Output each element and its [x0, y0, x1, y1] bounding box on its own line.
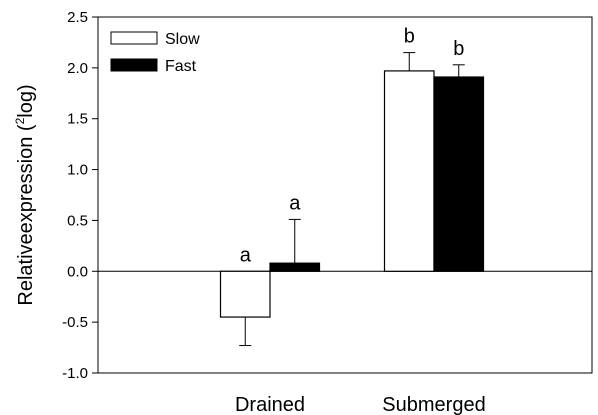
legend: Slow Fast	[110, 31, 200, 75]
x-category-label: Submerged	[382, 394, 485, 415]
bar-drained-slow	[219, 270, 271, 318]
y-tick-label: 1.5	[67, 111, 88, 128]
significance-label: a	[240, 244, 252, 266]
y-axis-label-superscript: 2	[13, 117, 27, 124]
legend-label-slow: Slow	[165, 31, 200, 48]
y-tick-label: 1.0	[67, 162, 88, 179]
y-tick-label: -1.0	[62, 365, 88, 382]
y-tick-label: 2.5	[67, 9, 88, 26]
y-axis-label-end: log)	[15, 84, 37, 117]
x-category-labels: Drained Submerged	[235, 394, 486, 415]
y-axis-label-main: Relativeexpression (	[15, 124, 37, 306]
plot-frame	[97, 16, 593, 374]
y-tick-label: 2.0	[67, 60, 88, 77]
bar-drained-fast	[269, 262, 321, 272]
legend-label-fast: Fast	[165, 58, 197, 75]
bar-submerged-fast	[433, 76, 485, 272]
y-tick-label: 0.0	[67, 263, 88, 280]
y-axis: -1.0 -0.5 0.0 0.5 1.0 1.5 2.0 2.5	[62, 9, 99, 382]
bar-submerged-slow	[383, 70, 435, 272]
y-axis-label: Relativeexpression (2log)	[13, 84, 37, 305]
plot-frame-rect	[97, 16, 593, 374]
legend-swatch-fast	[110, 58, 158, 72]
significance-label: a	[289, 192, 301, 214]
significance-label: b	[404, 26, 415, 48]
y-tick-label: 0.5	[67, 212, 88, 229]
significance-label: b	[453, 38, 464, 60]
bars-group	[219, 70, 485, 318]
significance-labels: a a b b	[240, 26, 465, 267]
legend-swatch-slow	[110, 31, 158, 45]
y-tick-label: -0.5	[62, 314, 88, 331]
x-category-label: Drained	[235, 394, 305, 415]
error-bars-group	[239, 52, 465, 347]
